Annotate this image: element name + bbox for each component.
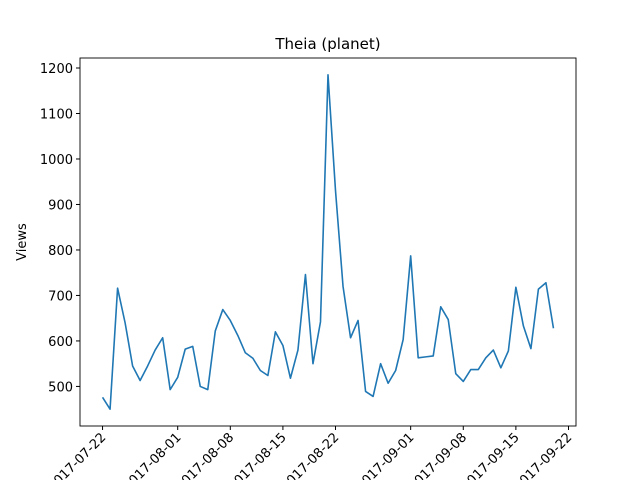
- y-tick-label: 600: [48, 335, 73, 350]
- y-tick-label: 800: [48, 244, 73, 259]
- y-tick-label: 500: [48, 380, 73, 395]
- line: [101, 74, 555, 410]
- y-tick-label: 1200: [40, 62, 73, 77]
- plot-frame: [79, 57, 577, 427]
- y-tick-label: 1000: [40, 153, 73, 168]
- y-tick-label: 900: [48, 198, 73, 213]
- y-axis-label: Views: [15, 223, 30, 261]
- chart-title: Theia (planet): [274, 35, 380, 53]
- y-tick-label: 1100: [40, 107, 73, 122]
- y-tick-label: 700: [48, 289, 73, 304]
